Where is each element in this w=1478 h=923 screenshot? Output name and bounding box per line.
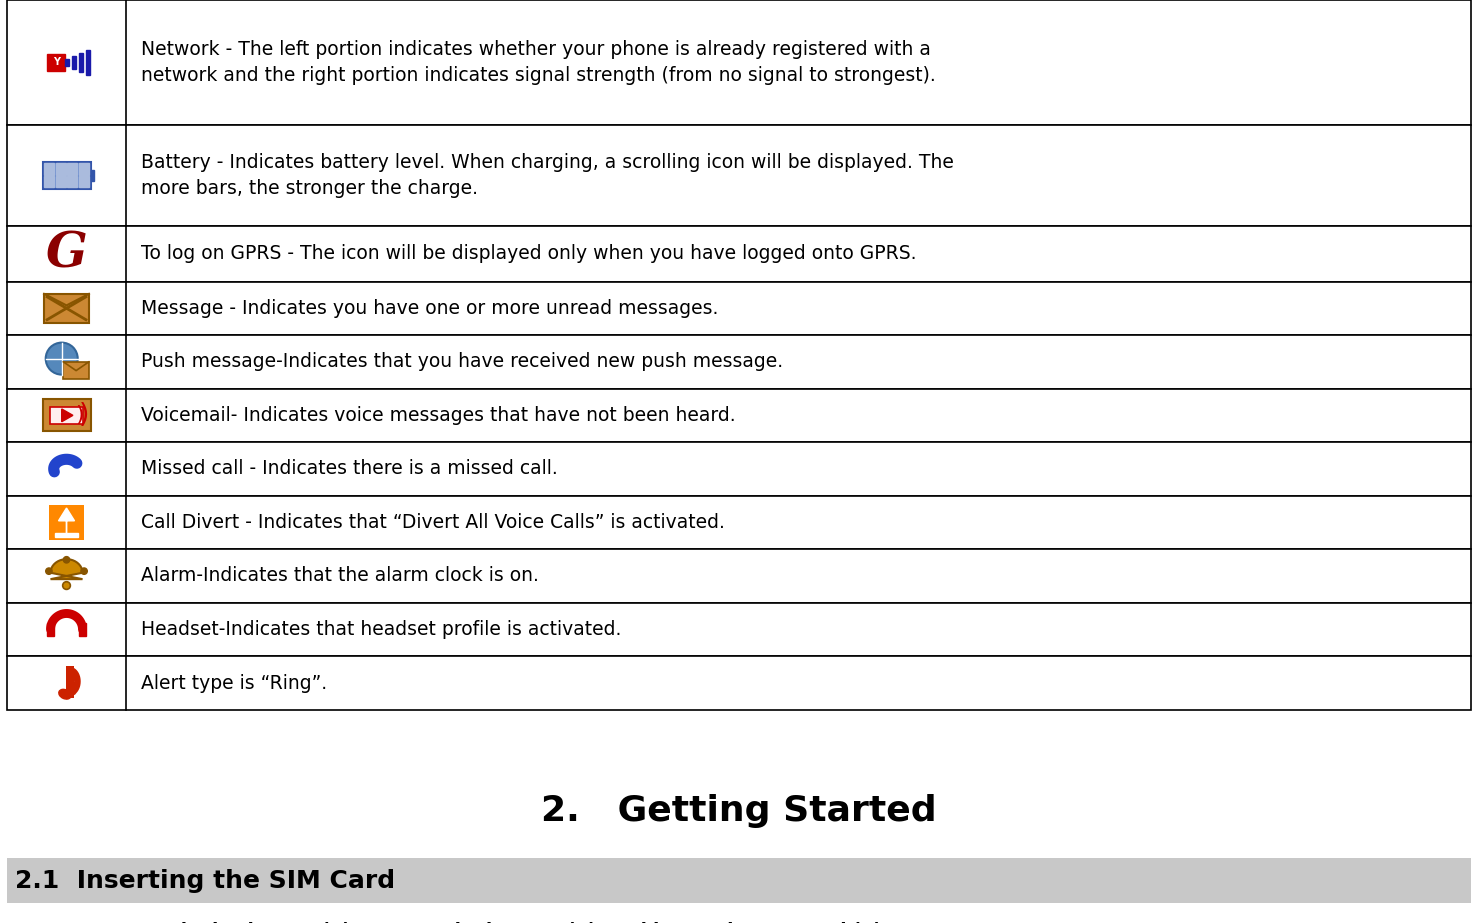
Circle shape	[62, 581, 71, 590]
Bar	[50, 406, 83, 425]
Bar	[7, 389, 1471, 442]
Bar	[7, 442, 1471, 496]
Bar	[68, 176, 77, 187]
Bar	[43, 400, 90, 431]
Text: Y: Y	[53, 57, 59, 67]
Bar	[7, 125, 1471, 226]
Text: Headset-Indicates that headset profile is activated.: Headset-Indicates that headset profile i…	[140, 620, 621, 639]
Bar	[56, 176, 65, 187]
Text: 2.1  Inserting the SIM Card: 2.1 Inserting the SIM Card	[15, 869, 396, 893]
Bar	[7, 549, 1471, 603]
Bar	[7, 603, 1471, 656]
Circle shape	[46, 342, 78, 375]
Bar	[68, 163, 77, 174]
Bar	[86, 50, 90, 75]
Bar	[7, 282, 1471, 335]
Bar	[44, 176, 55, 187]
Bar	[78, 53, 83, 72]
Text: Missed call - Indicates there is a missed call.: Missed call - Indicates there is a misse…	[140, 460, 557, 478]
Bar	[7, 226, 1471, 282]
Text: To log on GPRS - The icon will be displayed only when you have logged onto GPRS.: To log on GPRS - The icon will be displa…	[140, 245, 916, 263]
Polygon shape	[62, 409, 72, 422]
Bar	[47, 623, 53, 636]
Polygon shape	[50, 559, 83, 579]
Text: Call Divert - Indicates that “Divert All Voice Calls” is activated.: Call Divert - Indicates that “Divert All…	[140, 513, 724, 532]
Bar	[90, 170, 93, 181]
Text: G: G	[46, 231, 87, 277]
Polygon shape	[59, 508, 74, 535]
Bar	[80, 623, 86, 636]
Text: Push message-Indicates that you have received new push message.: Push message-Indicates that you have rec…	[140, 353, 783, 371]
Text: Voicemail- Indicates voice messages that have not been heard.: Voicemail- Indicates voice messages that…	[140, 406, 736, 425]
Bar	[56, 163, 65, 174]
Bar	[7, 656, 1471, 710]
Bar	[64, 362, 89, 379]
Circle shape	[81, 568, 87, 574]
Bar	[7, 335, 1471, 389]
Text: ): )	[78, 402, 89, 428]
Text: ): )	[75, 405, 84, 426]
Bar	[44, 163, 55, 174]
Bar	[7, 0, 1471, 125]
Ellipse shape	[59, 689, 71, 699]
Text: Battery - Indicates battery level. When charging, a scrolling icon will be displ: Battery - Indicates battery level. When …	[140, 152, 953, 198]
Bar	[47, 54, 65, 71]
Circle shape	[46, 568, 52, 574]
Bar	[44, 294, 89, 323]
Text: Alarm-Indicates that the alarm clock is on.: Alarm-Indicates that the alarm clock is …	[140, 567, 539, 585]
Bar	[78, 163, 89, 174]
Text: 2.   Getting Started: 2. Getting Started	[541, 795, 937, 828]
Bar	[78, 176, 89, 187]
Bar	[43, 162, 90, 189]
Bar	[7, 858, 1471, 903]
Text: Alert type is “Ring”.: Alert type is “Ring”.	[140, 674, 327, 692]
Text: Network - The left portion indicates whether your phone is already registered wi: Network - The left portion indicates whe…	[140, 40, 936, 85]
Circle shape	[64, 557, 69, 563]
Bar	[72, 56, 75, 68]
Bar	[55, 533, 78, 537]
Bar	[7, 496, 1471, 549]
Text: Message - Indicates you have one or more unread messages.: Message - Indicates you have one or more…	[140, 299, 718, 318]
Bar	[65, 59, 69, 66]
Bar	[49, 505, 84, 540]
